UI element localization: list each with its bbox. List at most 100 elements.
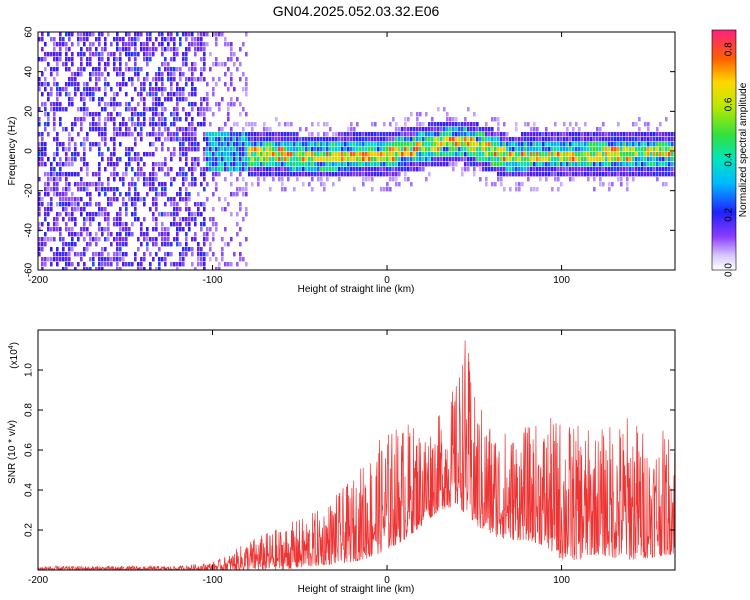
heatmap-cell (242, 87, 245, 92)
heatmap-cell (164, 227, 167, 232)
heatmap-cell (446, 112, 449, 117)
heatmap-cell (620, 182, 623, 187)
heatmap-cell (101, 72, 104, 77)
heatmap-cell (113, 132, 116, 137)
heatmap-cell (221, 237, 224, 242)
heatmap-cell (359, 157, 362, 162)
heatmap-cell (116, 252, 119, 257)
heatmap-cell (80, 37, 83, 42)
heatmap-cell (419, 162, 422, 167)
heatmap-cell (233, 192, 236, 197)
heatmap-cell (566, 172, 569, 177)
heatmap-cell (344, 132, 347, 137)
heatmap-cell (542, 142, 545, 147)
heatmap-cell (80, 252, 83, 257)
heatmap-cell (641, 137, 644, 142)
heatmap-cell (260, 137, 263, 142)
heatmap-cell (92, 32, 95, 37)
heatmap-cell (119, 112, 122, 117)
heatmap-cell (92, 117, 95, 122)
heatmap-cell (44, 147, 47, 152)
heatmap-cell (164, 107, 167, 112)
heatmap-cell (50, 227, 53, 232)
heatmap-cell (47, 157, 50, 162)
heatmap-cell (164, 172, 167, 177)
heatmap-cell (407, 167, 410, 172)
heatmap-cell (599, 142, 602, 147)
heatmap-cell (230, 77, 233, 82)
heatmap-cell (317, 137, 320, 142)
heatmap-cell (236, 137, 239, 142)
heatmap-cell (482, 167, 485, 172)
heatmap-cell (530, 137, 533, 142)
heatmap-cell (317, 172, 320, 177)
heatmap-cell (71, 97, 74, 102)
heatmap-cell (470, 152, 473, 157)
heatmap-cell (608, 147, 611, 152)
heatmap-cell (179, 172, 182, 177)
heatmap-cell (41, 157, 44, 162)
heatmap-cell (140, 227, 143, 232)
heatmap-cell (173, 217, 176, 222)
heatmap-cell (86, 37, 89, 42)
heatmap-cell (329, 167, 332, 172)
heatmap-cell (617, 177, 620, 182)
heatmap-cell (644, 152, 647, 157)
heatmap-cell (416, 162, 419, 167)
heatmap-cell (275, 132, 278, 137)
heatmap-cell (395, 172, 398, 177)
heatmap-cell (287, 137, 290, 142)
heatmap-cell (560, 142, 563, 147)
heatmap-cell (545, 152, 548, 157)
heatmap-cell (155, 37, 158, 42)
heatmap-cell (437, 107, 440, 112)
heatmap-cell (113, 142, 116, 147)
heatmap-cell (434, 152, 437, 157)
heatmap-cell (140, 127, 143, 132)
heatmap-cell (164, 187, 167, 192)
heatmap-cell (59, 87, 62, 92)
colorbar: 0.00.20.40.60.8 Normalized spectral ampl… (711, 29, 749, 277)
heatmap-cell (131, 82, 134, 87)
heatmap-cell (161, 122, 164, 127)
heatmap-cell (488, 137, 491, 142)
heatmap-cell (71, 32, 74, 37)
heatmap-cell (98, 72, 101, 77)
heatmap-cell (152, 127, 155, 132)
heatmap-cell (662, 167, 665, 172)
heatmap-cell (209, 257, 212, 262)
heatmap-cell (245, 207, 248, 212)
heatmap-cell (80, 142, 83, 147)
heatmap-cell (248, 162, 251, 167)
heatmap-cell (290, 157, 293, 162)
heatmap-cell (143, 87, 146, 92)
heatmap-cell (557, 157, 560, 162)
heatmap-cell (476, 127, 479, 132)
heatmap-cell (137, 102, 140, 107)
heatmap-cell (89, 197, 92, 202)
heatmap-cell (149, 237, 152, 242)
heatmap-cell (626, 162, 629, 167)
heatmap-cell (482, 132, 485, 137)
heatmap-cell (53, 257, 56, 262)
heatmap-cell (266, 167, 269, 172)
heatmap-cell (623, 147, 626, 152)
heatmap-cell (98, 127, 101, 132)
heatmap-cell (614, 137, 617, 142)
heatmap-cell (188, 212, 191, 217)
heatmap-cell (59, 177, 62, 182)
heatmap-cell (185, 172, 188, 177)
heatmap-cell (497, 177, 500, 182)
heatmap-cell (116, 247, 119, 252)
heatmap-cell (131, 117, 134, 122)
heatmap-cell (323, 142, 326, 147)
heatmap-cell (407, 162, 410, 167)
heatmap-cell (635, 142, 638, 147)
heatmap-cell (356, 132, 359, 137)
heatmap-cell (464, 137, 467, 142)
heatmap-cell (503, 132, 506, 137)
heatmap-cell (542, 172, 545, 177)
heatmap-cell (503, 122, 506, 127)
heatmap-cell (107, 32, 110, 37)
heatmap-cell (125, 62, 128, 67)
